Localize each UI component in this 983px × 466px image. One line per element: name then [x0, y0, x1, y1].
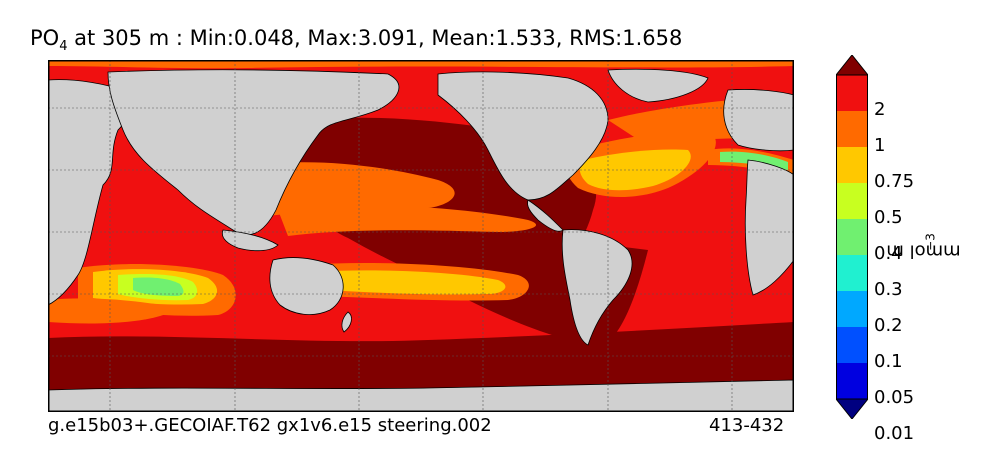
colorbar-tick-label: 0.2	[874, 315, 903, 336]
plot-title: PO4 at 305 m : Min:0.048, Max:3.091, Mea…	[30, 26, 830, 54]
colorbar-box	[836, 111, 868, 147]
colorbar-tick-label: 1	[874, 135, 886, 156]
colorbar-box	[836, 183, 868, 219]
colorbar-extend-max	[834, 54, 870, 76]
colorbar-tick-label: 0.4	[874, 243, 903, 264]
colorbar-box	[836, 75, 868, 111]
colorbar-box	[836, 219, 868, 255]
ocean-map	[48, 60, 794, 412]
colorbar-tick-label: 0.01	[874, 423, 915, 444]
colorbar-box	[836, 327, 868, 363]
colorbar-tick-label: 2	[874, 99, 886, 120]
colorbar-tick-label: 0.75	[874, 171, 915, 192]
colorbar-extend-min	[834, 398, 870, 420]
title-variable: PO	[30, 26, 60, 50]
colorbar-tick-label: 0.5	[874, 207, 903, 228]
title-subscript: 4	[59, 39, 68, 55]
colorbar-frame	[836, 74, 868, 400]
units-base: mmol m	[886, 240, 961, 262]
colorbar-tick-label: 0.3	[874, 279, 903, 300]
colorbar-box	[836, 291, 868, 327]
colorbar-tick-label: 0.05	[874, 387, 915, 408]
year-range: 413-432	[709, 415, 785, 436]
colorbar	[834, 54, 870, 420]
title-stats: at 305 m : Min:0.048, Max:3.091, Mean:1.…	[67, 26, 683, 50]
colorbar-box	[836, 255, 868, 291]
colorbar-tick-label: 0.1	[874, 351, 903, 372]
colorbar-box	[836, 363, 868, 399]
case-name: g.e15b03+.GECOIAF.T62 gx1v6.e15 steering…	[48, 415, 492, 436]
colorbar-box	[836, 147, 868, 183]
